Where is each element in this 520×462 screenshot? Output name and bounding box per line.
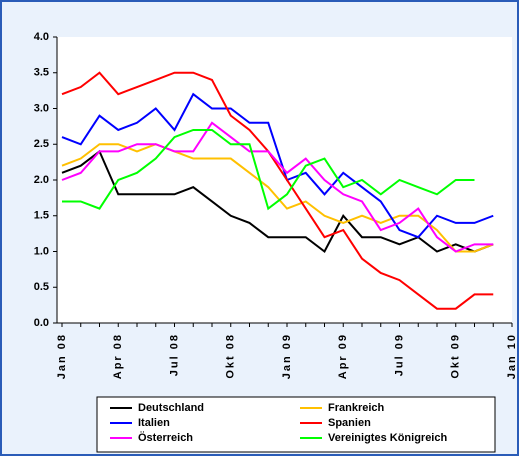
plot-area	[57, 37, 512, 323]
y-tick-label: 3.5	[34, 67, 49, 79]
x-tick-label: Jan 09	[281, 333, 293, 379]
legend-label: Österreich	[138, 431, 193, 444]
series-line	[61, 143, 494, 253]
y-tick-label: 2.5	[34, 138, 49, 150]
y-tick-label: 3.0	[34, 102, 49, 114]
x-tick-label: Okt 08	[225, 333, 237, 379]
x-tick-label: Apr 09	[337, 333, 349, 379]
y-tick-label: 1.0	[34, 245, 49, 257]
legend-label: Vereinigtes Königreich	[328, 432, 447, 444]
x-tick-label: Okt 09	[450, 333, 462, 379]
x-tick-label: Apr 08	[112, 333, 124, 379]
series-line	[62, 128, 475, 211]
series-line	[61, 149, 494, 254]
legend-label: Italien	[138, 417, 170, 429]
x-tick-label: Jan 08	[56, 333, 68, 379]
x-tick-label: Jul 09	[393, 333, 405, 376]
y-tick-label: 4.0	[34, 31, 49, 43]
legend-box	[96, 396, 496, 453]
y-tick-label: 1.5	[34, 210, 49, 222]
y-tick-label: 2.0	[34, 174, 49, 186]
y-tick-label: 0.0	[34, 317, 49, 329]
legend-label: Deutschland	[138, 402, 204, 414]
y-tick-label: 0.5	[34, 281, 49, 293]
legend-label: Spanien	[328, 417, 371, 429]
x-tick-label: Jul 08	[168, 333, 180, 376]
series-line	[61, 92, 494, 239]
series-line	[61, 121, 494, 253]
series-line	[61, 71, 494, 310]
x-tick-label: Jan 10	[506, 333, 518, 379]
legend-label: Frankreich	[328, 402, 385, 414]
